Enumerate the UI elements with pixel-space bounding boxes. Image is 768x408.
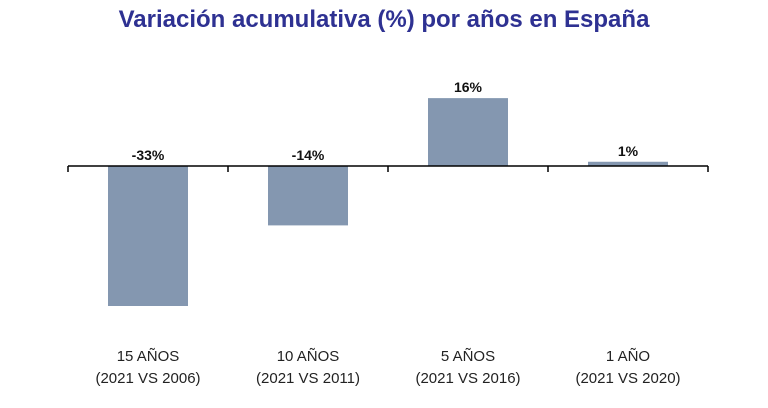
category-label-line1: 10 AÑOS [276,348,340,365]
category-label-line2: (2021 VS 2016) [415,370,521,387]
x-axis [67,165,709,172]
data-label: 1% [618,143,639,159]
bars-layer [108,98,668,306]
data-label: 16% [454,79,483,95]
chart-title: Variación acumulativa (%) por años en Es… [118,6,650,33]
category-label-line1: 5 AÑOS [440,348,496,365]
data-labels-layer: -33% -14% 16% 1% [132,79,639,163]
data-label: -14% [292,147,325,163]
bar [268,166,348,226]
category-label-line2: (2021 VS 2020) [575,370,681,387]
category-label: 1 AÑO (2021 VS 2020) [528,346,728,390]
category-label-line1: 15 AÑOS [116,348,180,365]
category-label: 5 AÑOS (2021 VS 2016) [368,346,568,390]
bar [428,98,508,166]
category-label-line1: 1 AÑO [605,348,651,365]
category-label-line2: (2021 VS 2006) [95,370,201,387]
category-label-line2: (2021 VS 2011) [256,370,360,387]
bar [588,161,668,166]
data-label: -33% [132,147,165,163]
category-label: 10 AÑOS (2021 VS 2011) [208,346,408,390]
bar [108,166,188,306]
category-label: 15 AÑOS (2021 VS 2006) [48,346,248,390]
